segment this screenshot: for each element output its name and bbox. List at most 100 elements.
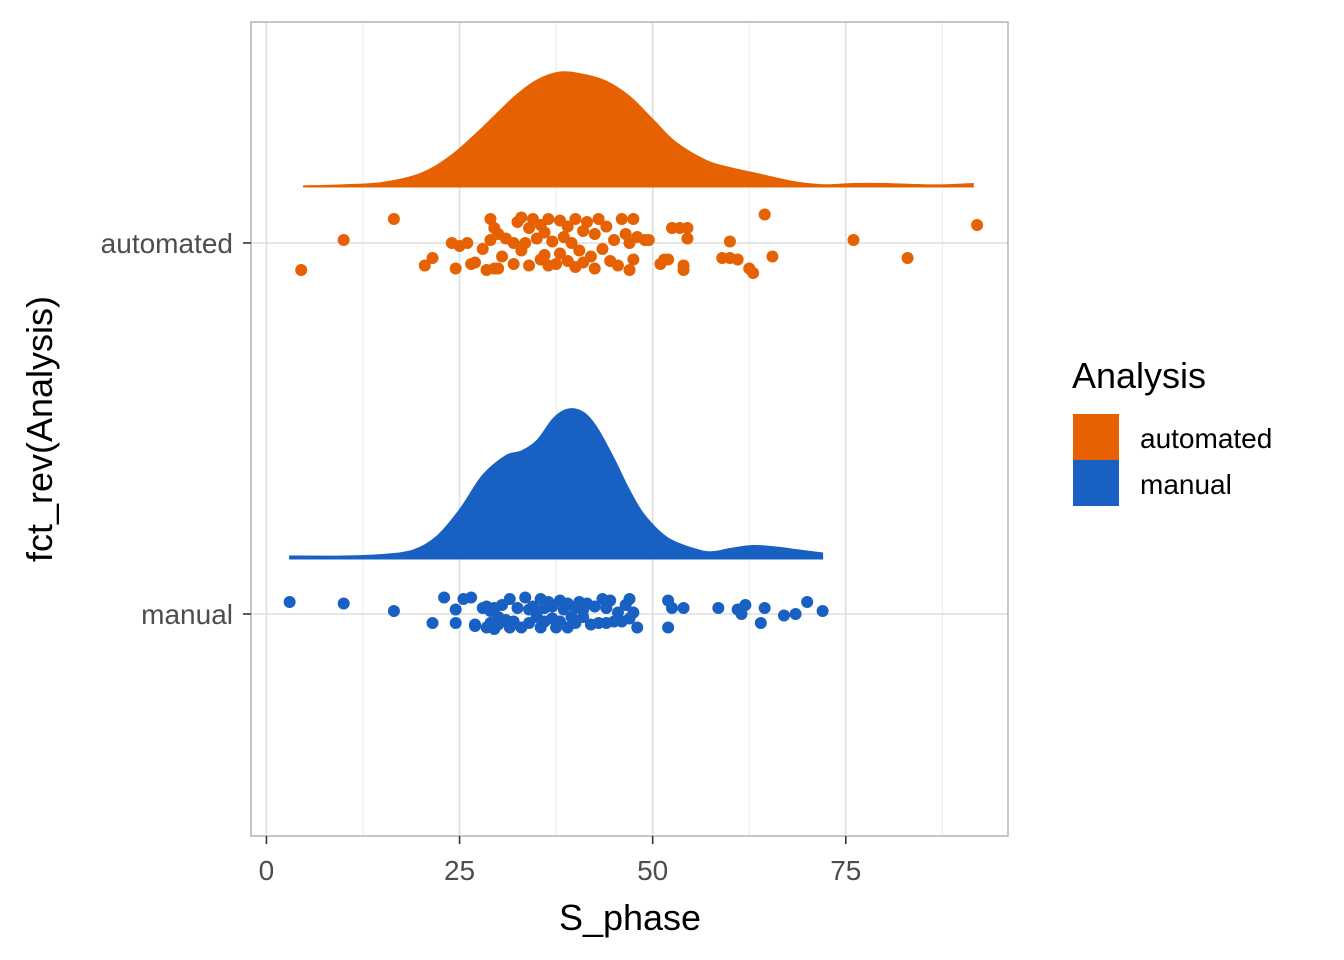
point-automated: [596, 243, 609, 255]
legend-label-automated: automated: [1140, 423, 1272, 454]
legend-entries: automated manual: [1073, 414, 1272, 506]
point-manual: [777, 609, 790, 622]
point-manual: [465, 591, 478, 604]
point-automated: [723, 235, 736, 248]
point-automated: [747, 267, 760, 279]
point-automated: [619, 228, 632, 240]
point-manual: [816, 605, 829, 617]
density-automated: [303, 71, 974, 188]
point-automated: [577, 225, 590, 237]
point-automated: [469, 256, 482, 269]
point-automated: [387, 213, 400, 225]
point-manual: [801, 596, 814, 608]
point-manual: [426, 617, 439, 629]
point-manual: [503, 593, 516, 605]
point-manual: [662, 621, 675, 634]
point-automated: [523, 222, 536, 234]
y-axis-title: fct_rev(Analysis): [19, 296, 60, 562]
point-manual: [758, 602, 771, 614]
point-automated: [295, 264, 308, 276]
legend-label-manual: manual: [1140, 469, 1232, 500]
point-manual: [677, 602, 690, 614]
legend-title: Analysis: [1072, 355, 1206, 396]
point-automated: [681, 232, 694, 245]
point-automated: [426, 252, 439, 264]
point-manual: [712, 602, 725, 614]
point-automated: [507, 237, 520, 249]
point-automated: [569, 213, 582, 225]
legend: Analysis automated manual: [1072, 355, 1272, 506]
point-manual: [623, 593, 636, 605]
x-tick-label: 0: [259, 855, 275, 886]
point-automated: [971, 219, 984, 231]
x-axis: 0 25 50 75: [259, 836, 861, 886]
x-tick-label: 50: [637, 855, 668, 886]
point-automated: [507, 258, 520, 270]
point-automated: [588, 262, 601, 275]
point-automated: [484, 213, 497, 225]
point-automated: [642, 234, 655, 246]
point-automated: [608, 234, 621, 246]
point-automated: [538, 226, 551, 239]
point-automated: [627, 253, 640, 266]
point-manual: [337, 597, 350, 610]
point-automated: [542, 213, 555, 225]
point-automated: [623, 264, 636, 276]
legend-key-manual: [1073, 460, 1119, 506]
point-manual: [438, 591, 451, 604]
point-manual: [588, 600, 601, 613]
point-automated: [461, 237, 474, 249]
point-automated: [677, 259, 690, 272]
point-automated: [600, 220, 613, 233]
point-automated: [561, 220, 574, 233]
point-manual: [735, 608, 748, 620]
point-automated: [418, 259, 431, 272]
point-automated: [538, 249, 551, 261]
point-automated: [496, 250, 509, 263]
point-manual: [611, 606, 624, 619]
panel-border: [250, 21, 1009, 837]
point-automated: [546, 235, 559, 248]
point-manual: [627, 606, 640, 619]
point-automated: [553, 247, 566, 260]
point-automated: [519, 237, 532, 249]
point-automated: [627, 213, 640, 225]
point-automated: [758, 208, 771, 221]
point-automated: [611, 259, 624, 272]
point-automated: [662, 253, 675, 266]
point-manual: [631, 621, 644, 634]
y-axis: automated manual: [101, 228, 251, 630]
y-tick-label-automated: automated: [101, 228, 233, 259]
point-manual: [449, 617, 462, 629]
points-layer: [283, 208, 984, 635]
x-axis-title: S_phase: [559, 897, 701, 938]
point-automated: [523, 259, 536, 272]
point-automated: [615, 213, 628, 225]
point-manual: [387, 605, 400, 617]
point-manual: [789, 608, 802, 620]
density-layer: [289, 71, 974, 560]
point-manual: [449, 603, 462, 616]
point-automated: [731, 253, 744, 266]
x-tick-label: 75: [830, 855, 861, 886]
point-manual: [511, 602, 524, 614]
point-automated: [847, 234, 860, 246]
point-manual: [604, 594, 617, 607]
x-tick-label: 25: [444, 855, 475, 886]
point-automated: [337, 234, 350, 246]
point-automated: [550, 258, 563, 270]
point-automated: [515, 211, 528, 224]
point-automated: [476, 243, 489, 255]
point-manual: [469, 620, 482, 632]
point-automated: [573, 244, 586, 257]
point-manual: [283, 596, 296, 608]
point-manual: [754, 617, 767, 629]
point-automated: [681, 222, 694, 234]
point-automated: [492, 262, 505, 275]
point-automated: [565, 237, 578, 249]
point-automated: [766, 250, 779, 263]
point-automated: [592, 213, 605, 225]
point-manual: [665, 602, 678, 614]
point-automated: [588, 228, 601, 240]
